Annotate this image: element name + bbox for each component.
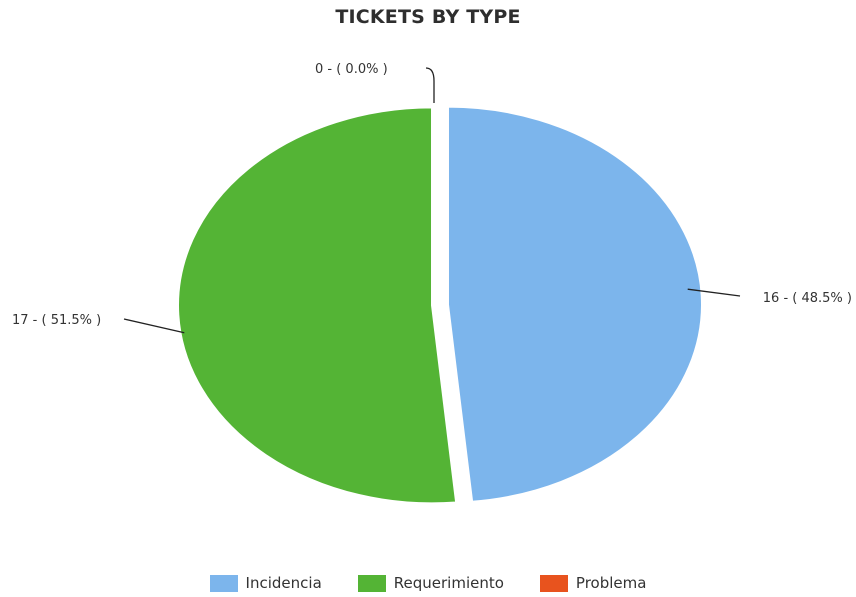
data-label-incidencia: 16 - ( 48.5% ) [763,291,852,306]
legend-swatch-problema [539,574,568,592]
legend-swatch-requerimiento [357,574,386,592]
legend-item-incidencia[interactable]: Incidencia [209,574,322,592]
pie-slice-requerimiento[interactable] [177,106,458,505]
label-connector-incidencia [687,288,741,297]
label-connector-requerimiento [123,318,185,334]
chart-title: TICKETS BY TYPE [335,6,521,28]
legend-label-requerimiento: Requerimiento [393,574,504,592]
data-label-problema: 0 - ( 0.0% ) [315,62,388,77]
legend-label-incidencia: Incidencia [245,574,322,592]
legend-label-problema: Problema [575,574,647,592]
legend: Incidencia Requerimiento Problema [0,574,856,592]
label-connector-problema [425,67,435,103]
legend-item-problema[interactable]: Problema [539,574,647,592]
data-label-requerimiento: 17 - ( 51.5% ) [12,313,101,328]
legend-swatch-incidencia [209,574,238,592]
legend-item-requerimiento[interactable]: Requerimiento [357,574,504,592]
pie-slice-incidencia[interactable] [446,105,703,503]
